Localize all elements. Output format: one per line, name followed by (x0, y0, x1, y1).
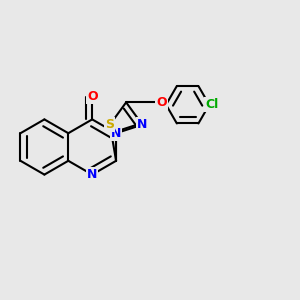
Text: N: N (87, 168, 98, 181)
Text: O: O (87, 90, 98, 104)
Text: N: N (137, 118, 148, 131)
Text: O: O (156, 96, 166, 109)
Text: Cl: Cl (205, 98, 218, 111)
Text: N: N (111, 127, 121, 140)
Text: S: S (105, 118, 114, 131)
